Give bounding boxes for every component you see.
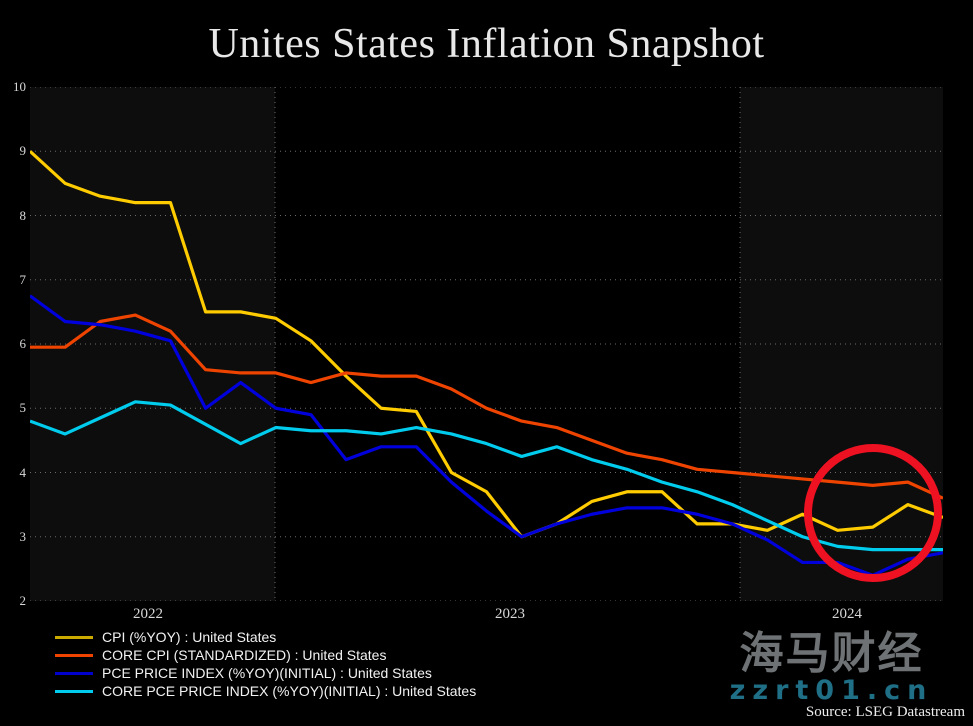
series-line-3 bbox=[30, 400, 943, 552]
legend-swatch-icon bbox=[55, 689, 93, 693]
x-axis: 2022 2023 2024 bbox=[30, 602, 943, 626]
legend-item: CORE PCE PRICE INDEX (%YOY)(INITIAL) : U… bbox=[55, 682, 615, 700]
legend-swatch-icon bbox=[55, 635, 93, 639]
y-tick-label: 3 bbox=[19, 528, 27, 544]
y-tick-label: 7 bbox=[19, 271, 27, 287]
plot-background-band bbox=[275, 87, 740, 601]
watermark-brand: 海马财经 bbox=[739, 628, 924, 679]
x-tick-label: 2022 bbox=[133, 606, 163, 622]
legend-item: PCE PRICE INDEX (%YOY)(INITIAL) : United… bbox=[55, 664, 615, 682]
series-line-1 bbox=[30, 313, 943, 500]
y-tick-label: 4 bbox=[19, 464, 27, 480]
chart-canvas bbox=[30, 87, 943, 601]
legend-item: CORE CPI (STANDARDIZED) : United States bbox=[55, 646, 615, 664]
source-caption: Source: LSEG Datastream bbox=[805, 704, 965, 720]
series-line-0 bbox=[30, 150, 943, 539]
y-tick-label: 9 bbox=[19, 143, 27, 159]
legend-item-label: CORE CPI (STANDARDIZED) : United States bbox=[102, 647, 387, 663]
legend-item-label: PCE PRICE INDEX (%YOY)(INITIAL) : United… bbox=[102, 665, 432, 681]
chart-legend: CPI (%YOY) : United States CORE CPI (STAN… bbox=[55, 628, 615, 700]
y-tick-label: 10 bbox=[13, 79, 26, 94]
legend-item-label: CORE PCE PRICE INDEX (%YOY)(INITIAL) : U… bbox=[102, 683, 477, 699]
y-tick-label: 6 bbox=[19, 336, 27, 351]
legend-swatch-icon bbox=[55, 653, 93, 657]
y-tick-label: 8 bbox=[19, 207, 27, 223]
plot-background-band bbox=[740, 87, 943, 601]
series-line-2 bbox=[30, 294, 943, 577]
x-tick-label: 2024 bbox=[832, 606, 862, 622]
plot-area bbox=[30, 87, 943, 601]
y-axis: 2 3 4 5 6 7 8 9 10 bbox=[0, 80, 27, 607]
x-tick-label: 2023 bbox=[495, 606, 525, 622]
y-tick-label: 5 bbox=[19, 400, 27, 416]
legend-item-label: CPI (%YOY) : United States bbox=[102, 629, 277, 645]
page-title: Unites States Inflation Snapshot bbox=[208, 21, 765, 67]
y-tick-label: 2 bbox=[19, 593, 27, 608]
watermark: 海马财经 zzrt01.cn bbox=[690, 630, 973, 710]
legend-swatch-icon bbox=[55, 671, 93, 675]
plot-background-band bbox=[30, 87, 275, 601]
annotation-circle bbox=[804, 444, 942, 582]
legend-item: CPI (%YOY) : United States bbox=[55, 628, 615, 646]
watermark-url: zzrt01.cn bbox=[729, 675, 934, 706]
